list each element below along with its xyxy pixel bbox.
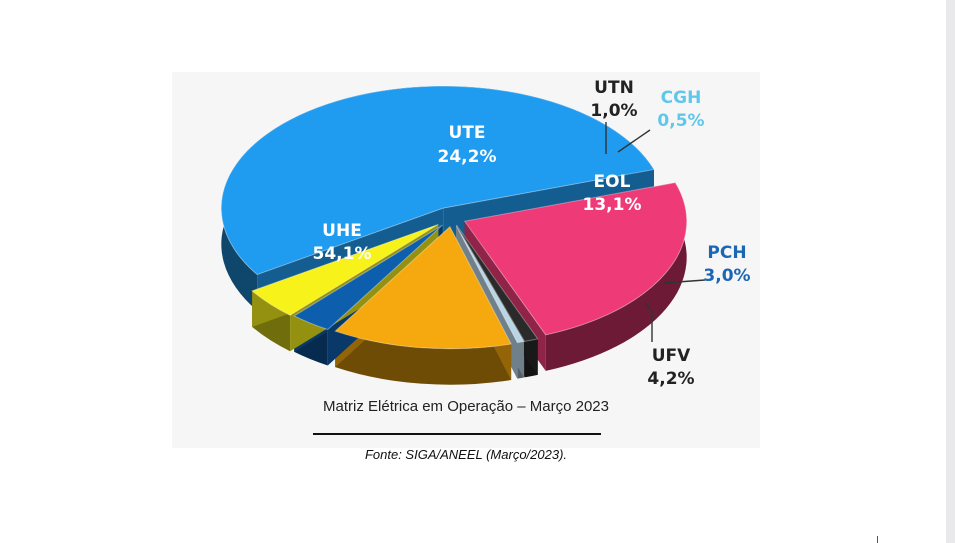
label-name-cgh: CGH (661, 88, 702, 108)
chart-source-note: Fonte: SIGA/ANEEL (Março/2023). (364, 447, 568, 462)
slice-pch (293, 224, 443, 331)
chart-caption: Matriz Elétrica em Operação – Março 2023 (323, 398, 609, 415)
slice-side-eol (335, 331, 512, 385)
leader-lines (605, 122, 706, 342)
label-value-utn: 1,0% (590, 101, 637, 121)
label-value-ufv: 4,2% (647, 369, 694, 389)
label-value-ute: 24,2% (438, 147, 497, 167)
label-value-pch: 3,0% (703, 266, 750, 286)
slice-uhe (220, 85, 655, 276)
label-name-utn: UTN (594, 78, 634, 98)
label-name-pch: PCH (707, 243, 746, 263)
slice-cgh (455, 225, 525, 344)
slice-side-ute (545, 182, 687, 371)
pie-tops (220, 85, 688, 350)
label-value-cgh: 0,5% (657, 111, 704, 131)
label-value-uhe: 54,1% (313, 244, 372, 264)
label-name-uhe: UHE (322, 221, 362, 241)
leader-ufv (645, 302, 653, 342)
caption-divider (313, 433, 601, 435)
slice-utn (456, 224, 539, 342)
slice-ute (463, 182, 688, 336)
slice-eol (334, 225, 512, 350)
page-right-strip (946, 0, 955, 543)
label-name-ufv: UFV (652, 346, 691, 366)
page-edge-mark (877, 536, 878, 543)
slice-ufv (251, 223, 439, 316)
leader-pch (663, 279, 706, 284)
label-value-eol: 13,1% (583, 195, 642, 215)
leader-cgh (617, 129, 651, 153)
label-name-ute: UTE (448, 123, 485, 143)
label-name-eol: EOL (594, 172, 631, 192)
